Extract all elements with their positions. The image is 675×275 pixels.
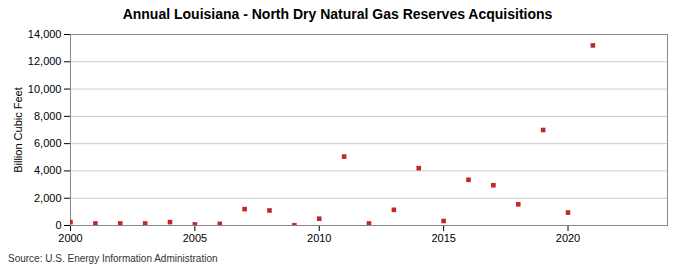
svg-text:12,000: 12,000 xyxy=(28,55,62,67)
svg-text:2005: 2005 xyxy=(183,232,207,244)
svg-text:2020: 2020 xyxy=(556,232,580,244)
svg-text:0: 0 xyxy=(55,219,61,231)
svg-text:6,000: 6,000 xyxy=(34,137,62,149)
svg-text:2000: 2000 xyxy=(58,232,82,244)
svg-text:14,000: 14,000 xyxy=(28,28,62,40)
svg-text:2,000: 2,000 xyxy=(34,192,62,204)
svg-text:8,000: 8,000 xyxy=(34,110,62,122)
svg-text:10,000: 10,000 xyxy=(28,83,62,95)
svg-text:2015: 2015 xyxy=(431,232,455,244)
html-text:Annual Louisiana - North Dry N: Annual Louisiana - North Dry Natural Gas… xyxy=(122,6,553,22)
svg-text:4,000: 4,000 xyxy=(34,164,62,176)
svg-text:2010: 2010 xyxy=(307,232,331,244)
html-text:Source: U.S. Energy Informatio: Source: U.S. Energy Information Administ… xyxy=(8,253,218,264)
svg-text:Billion Cubic Feet: Billion Cubic Feet xyxy=(12,87,24,173)
